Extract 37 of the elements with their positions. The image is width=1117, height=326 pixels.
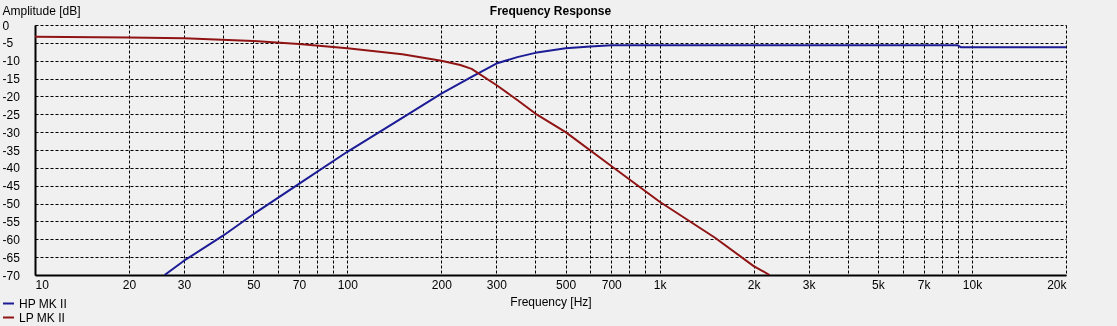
x-tick-label: 100 (337, 277, 359, 292)
y-tick-label: -15 (2, 72, 21, 87)
y-axis-title: Amplitude [dB] (2, 3, 81, 18)
y-tick-label: -50 (2, 197, 21, 212)
x-tick-label: 10 (35, 277, 50, 292)
y-tick-label: -25 (2, 107, 21, 122)
x-axis-title: Frequency [Hz] (510, 294, 592, 309)
x-tick-label: 700 (601, 277, 623, 292)
x-tick-label: 20 (122, 277, 137, 292)
x-tick-label: 2k (747, 277, 762, 292)
x-tick-label: 70 (292, 277, 307, 292)
x-tick-label: 200 (431, 277, 453, 292)
x-tick-label: 30 (177, 277, 192, 292)
y-tick-label: -55 (2, 214, 21, 229)
y-tick-label: -10 (2, 54, 21, 69)
y-tick-label: -20 (2, 89, 21, 104)
y-tick-label: -60 (2, 232, 21, 247)
x-tick-label: 20k (1047, 277, 1068, 292)
chart-title: Frequency Response (489, 4, 612, 18)
y-tick-label: -40 (2, 161, 21, 176)
x-tick-label: 50 (247, 277, 261, 292)
y-tick-label: 0 (2, 18, 10, 33)
legend-label: LP MK II (19, 310, 65, 325)
y-tick-label: -30 (2, 125, 21, 140)
y-tick-label: -5 (2, 36, 14, 51)
y-tick-label: -35 (2, 143, 21, 158)
y-tick-label: -65 (2, 250, 21, 265)
x-tick-label: 10k (962, 277, 984, 292)
y-tick-label: -70 (2, 268, 21, 283)
x-tick-label: 1k (653, 277, 668, 292)
y-tick-label: -45 (2, 179, 21, 194)
x-tick-label: 3k (802, 277, 817, 292)
x-tick-label: 300 (486, 277, 508, 292)
x-tick-label: 500 (556, 277, 577, 292)
x-tick-label: 7k (917, 277, 932, 292)
x-tick-label: 5k (872, 277, 886, 292)
legend-label: HP MK II (19, 296, 67, 311)
